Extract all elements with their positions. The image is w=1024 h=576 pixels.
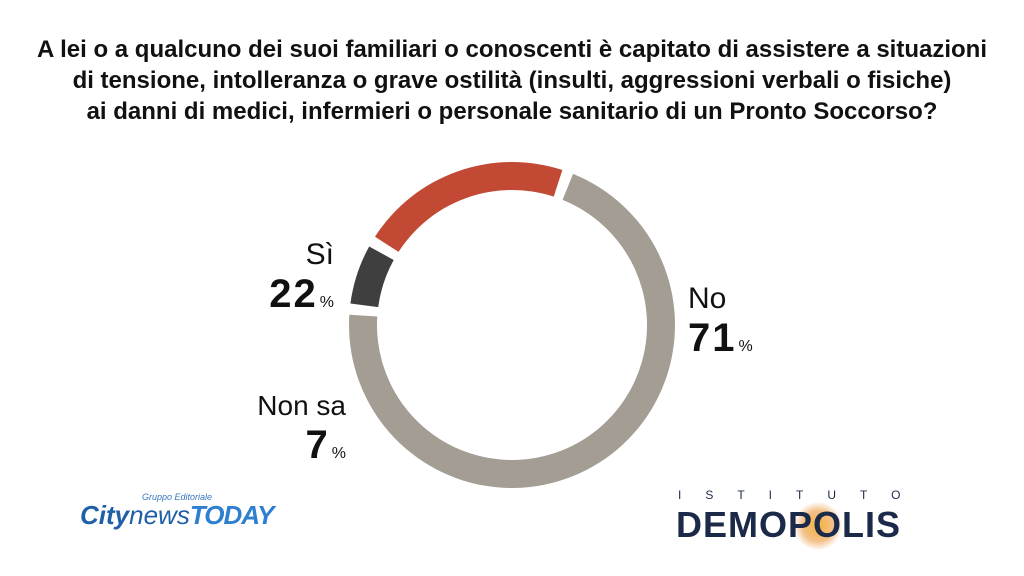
label-no: No 71%: [688, 282, 753, 360]
title-line-1: A lei o a qualcuno dei suoi familiari o …: [36, 36, 987, 63]
label-si-name: Sì: [305, 238, 334, 271]
label-si-unit: %: [319, 294, 334, 311]
logo-group-text: Gruppo Editoriale: [142, 492, 213, 502]
title-line-2: di tensione, intolleranza o grave ostili…: [72, 67, 952, 94]
label-no-name: No: [688, 282, 727, 315]
slice-non-sa: [350, 246, 394, 308]
logo-istituto-text: ISTITUTO: [678, 488, 925, 502]
label-ns-name: Non sa: [257, 390, 346, 421]
logo-news-text: news: [129, 500, 190, 530]
chart-title: A lei o a qualcuno dei suoi familiari o …: [20, 34, 1004, 127]
citynews-today-logo: Gruppo Editoriale CitynewsTODAY: [80, 492, 275, 531]
logo-city-text: City: [80, 500, 130, 530]
demopolis-logo: ISTITUTO DEMOPOLIS: [676, 488, 946, 550]
label-no-unit: %: [738, 338, 753, 355]
logo-today-text: TODAY: [189, 500, 275, 530]
label-no-value: 71: [688, 316, 737, 360]
title-line-3: ai danni di medici, infermieri o persona…: [86, 98, 938, 125]
label-si: Sì 22%: [269, 238, 334, 316]
label-non-sa: Non sa 7%: [257, 389, 346, 467]
logo-demopolis-text: DEMOPOLIS: [676, 504, 902, 545]
logo-glow-icon: [794, 502, 842, 550]
label-ns-unit: %: [331, 445, 346, 462]
slice-si: [374, 161, 563, 252]
label-si-value: 22: [269, 272, 318, 316]
label-ns-value: 7: [305, 423, 330, 467]
